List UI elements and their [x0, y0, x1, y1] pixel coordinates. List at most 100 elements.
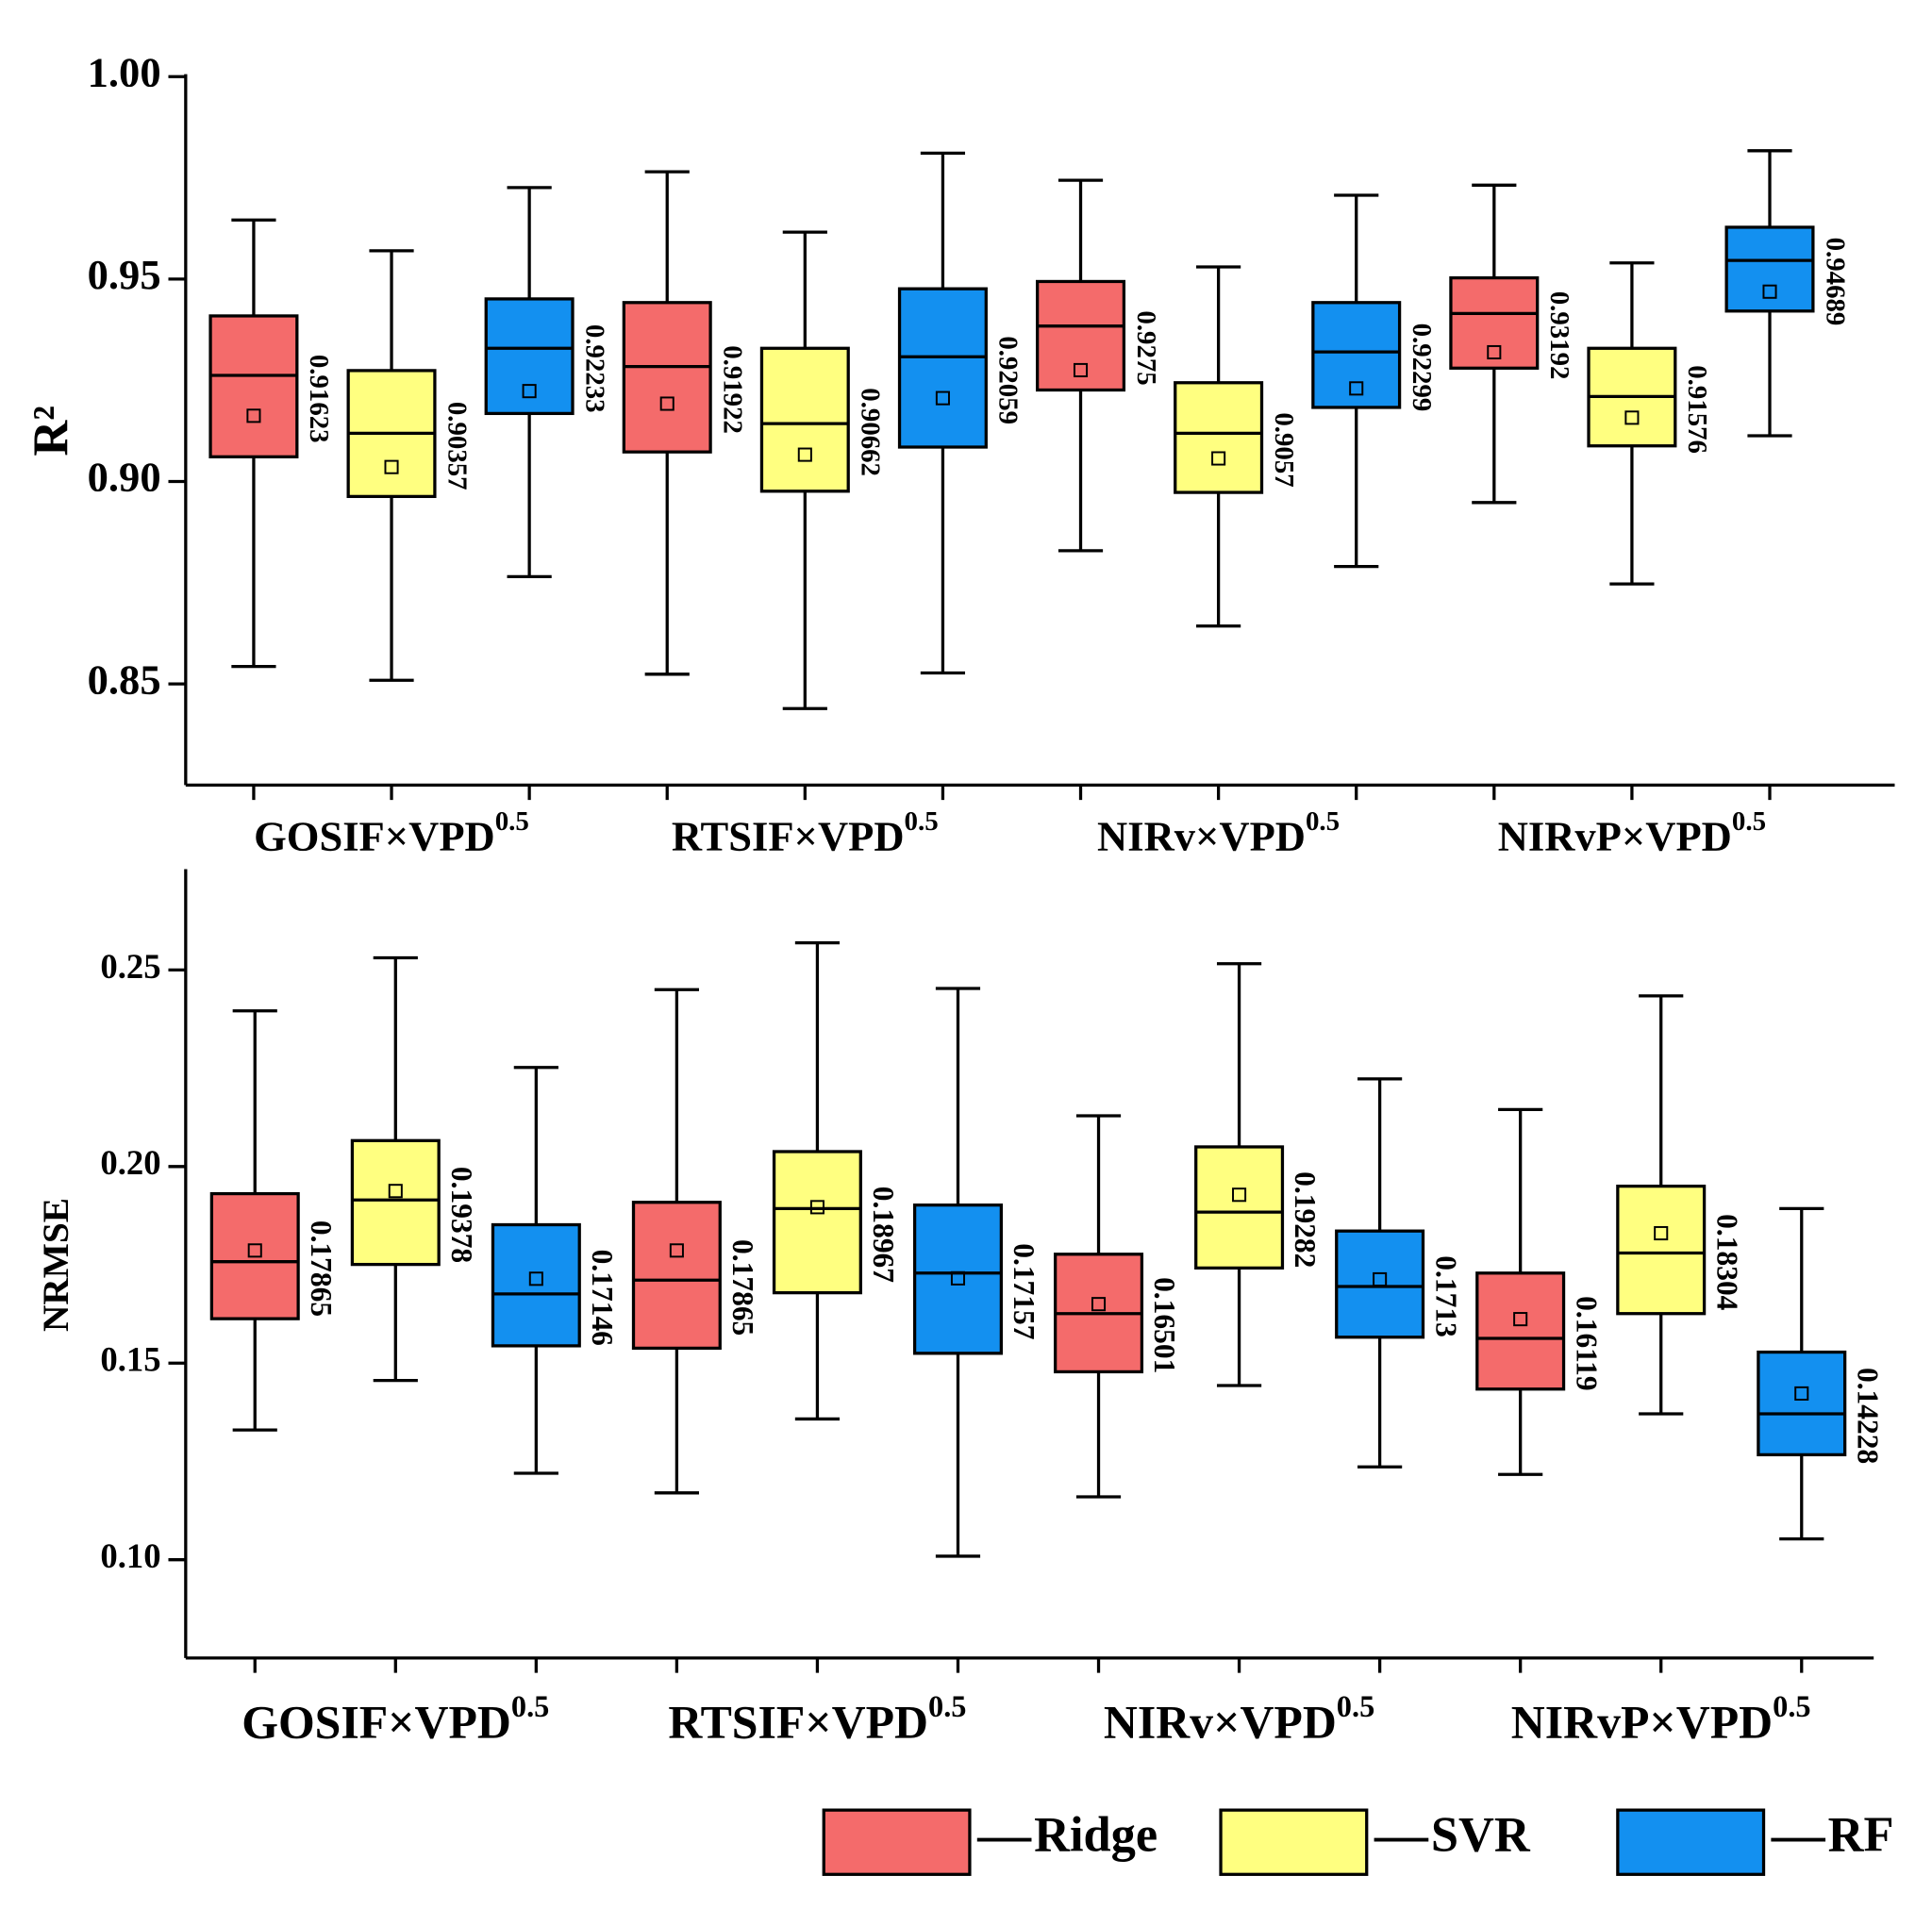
y-tick-label: 0.15	[100, 1340, 160, 1379]
mean-marker	[809, 1200, 824, 1215]
x-tick-label: NIRvP×VPD0.5	[1498, 806, 1766, 860]
category-superscript: 0.5	[1732, 806, 1766, 837]
mean-marker	[388, 1184, 403, 1199]
mean-marker	[1073, 362, 1089, 377]
box	[1194, 1145, 1285, 1270]
mean-label: 0.17865	[726, 1239, 759, 1336]
mean-marker	[669, 1243, 684, 1258]
box	[1174, 381, 1264, 494]
x-tick-label: RTSIF×VPD0.5	[668, 1690, 966, 1748]
box	[1475, 1271, 1566, 1391]
category-superscript: 0.5	[1773, 1690, 1810, 1724]
mean-label: 0.17146	[586, 1250, 619, 1346]
mean-label: 0.90662	[856, 388, 886, 476]
box	[1757, 1350, 1847, 1457]
mean-marker	[1349, 381, 1364, 396]
y-tick-label: 0.85	[88, 656, 161, 703]
y-tick-label: 0.25	[100, 947, 160, 986]
y-tick-label: 0.20	[100, 1143, 160, 1182]
box	[759, 346, 850, 493]
box	[631, 1201, 722, 1351]
mean-marker	[1091, 1297, 1107, 1312]
category-superscript: 0.5	[1306, 806, 1340, 837]
mean-label: 0.14228	[1851, 1368, 1884, 1464]
mean-marker	[522, 384, 537, 399]
mean-label: 0.90357	[441, 402, 472, 490]
category-name: NIRvP×VPD	[1511, 1697, 1773, 1749]
mean-marker	[1232, 1187, 1247, 1203]
mean-label: 0.16119	[1570, 1296, 1603, 1391]
legend-swatch	[822, 1808, 972, 1876]
mean-marker	[935, 390, 950, 406]
legend-label: Ridge	[1034, 1808, 1158, 1863]
x-tick-label: NIRv×VPD0.5	[1097, 806, 1340, 860]
y-axis-label: R²	[24, 406, 78, 456]
mean-marker	[659, 396, 675, 411]
category-superscript: 0.5	[905, 806, 939, 837]
legend-label: SVR	[1431, 1808, 1531, 1863]
box	[772, 1150, 862, 1295]
mean-marker	[246, 408, 261, 423]
mean-label: 0.19282	[1289, 1171, 1322, 1268]
box	[208, 314, 299, 458]
mean-marker	[797, 447, 812, 462]
category-name: RTSIF×VPD	[668, 1697, 928, 1749]
mean-label: 0.91576	[1682, 365, 1712, 454]
mean-marker	[1762, 284, 1777, 299]
y-tick-label: 1.00	[88, 48, 161, 95]
legend-label: RF	[1828, 1808, 1894, 1863]
box	[1616, 1185, 1707, 1316]
box	[897, 287, 988, 449]
category-superscript: 0.5	[511, 1690, 549, 1724]
x-tick-label: GOSIF×VPD0.5	[254, 806, 529, 860]
box	[622, 301, 712, 454]
legend-swatch	[1219, 1808, 1369, 1876]
mean-label: 0.9275	[1131, 310, 1161, 385]
mean-marker	[1211, 451, 1226, 466]
category-name: NIRvP×VPD	[1498, 813, 1732, 860]
mean-label: 0.19378	[445, 1167, 478, 1263]
category-superscript: 0.5	[495, 806, 529, 837]
y-tick-label: 0.90	[88, 454, 161, 501]
mean-label: 0.92299	[1407, 324, 1437, 412]
category-superscript: 0.5	[1337, 1690, 1374, 1724]
y-axis-label: NRMSE	[35, 1198, 76, 1332]
mean-label: 0.94689	[1820, 238, 1850, 326]
mean-marker	[247, 1243, 262, 1258]
x-tick-label: RTSIF×VPD0.5	[672, 806, 939, 860]
mean-marker	[950, 1270, 966, 1286]
mean-label: 0.92233	[579, 324, 609, 413]
category-name: RTSIF×VPD	[672, 813, 905, 860]
box	[912, 1204, 1003, 1355]
mean-label: 0.91922	[717, 345, 747, 434]
mean-label: 0.17157	[1008, 1243, 1041, 1339]
mean-marker	[1624, 410, 1640, 425]
legend-swatch	[1616, 1808, 1766, 1876]
box	[350, 1138, 441, 1267]
mean-marker	[1794, 1386, 1809, 1401]
box	[1035, 279, 1126, 392]
mean-label: 0.18967	[867, 1187, 900, 1283]
mean-marker	[528, 1271, 543, 1286]
mean-label: 0.9057	[1269, 412, 1299, 487]
category-name: GOSIF×VPD	[242, 1697, 511, 1749]
mean-marker	[1373, 1271, 1388, 1286]
mean-label: 0.93192	[1544, 291, 1574, 380]
category-name: GOSIF×VPD	[254, 813, 495, 860]
mean-marker	[384, 459, 399, 474]
box	[1311, 301, 1402, 409]
x-tick-label: NIRvP×VPD0.5	[1511, 1690, 1811, 1748]
x-tick-label: GOSIF×VPD0.5	[242, 1690, 549, 1748]
mean-marker	[1487, 344, 1502, 360]
mean-label: 0.91623	[304, 355, 334, 443]
mean-label: 0.16501	[1148, 1277, 1181, 1373]
y-tick-label: 0.10	[100, 1536, 160, 1575]
mean-marker	[1654, 1225, 1669, 1241]
category-name: NIRv×VPD	[1097, 813, 1306, 860]
mean-label: 0.1713	[1429, 1255, 1462, 1337]
category-name: NIRv×VPD	[1104, 1697, 1337, 1749]
mean-label: 0.18304	[1710, 1214, 1743, 1310]
mean-marker	[1513, 1312, 1528, 1327]
